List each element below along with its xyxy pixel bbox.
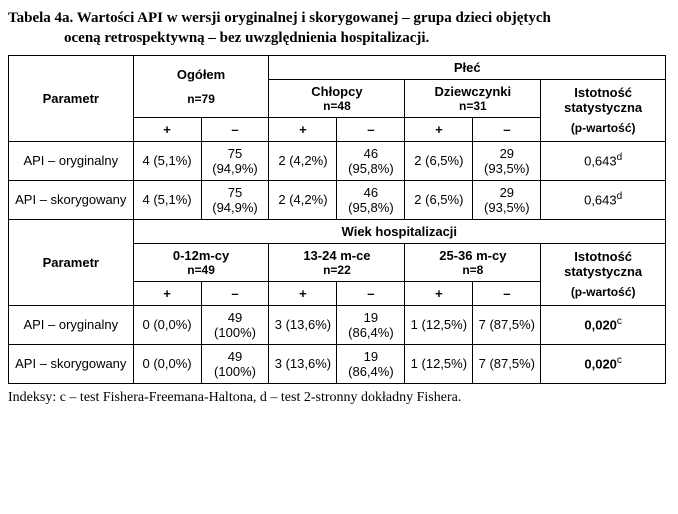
- cell: 46 (95,8%): [337, 141, 405, 180]
- p-sup: d: [617, 152, 623, 163]
- p-value: 0,020: [584, 357, 617, 372]
- cell: 4 (5,1%): [133, 180, 201, 219]
- row-label: API – oryginalny: [9, 141, 134, 180]
- header-dz-minus: –: [473, 117, 541, 141]
- header-w25-36: 25-36 m-cy n=8: [405, 243, 541, 281]
- cell: 4 (5,1%): [133, 141, 201, 180]
- table-footnote: Indeksy: c – test Fishera-Freemana-Halto…: [8, 390, 666, 406]
- header-ogolem-n: n=79: [138, 92, 265, 106]
- cell: 29 (93,5%): [473, 180, 541, 219]
- header-chlopcy-n: n=48: [273, 99, 400, 113]
- header-b-plus: +: [269, 281, 337, 305]
- cell: 75 (94,9%): [201, 180, 269, 219]
- cell: 2 (4,2%): [269, 141, 337, 180]
- p-value: 0,643: [584, 154, 617, 169]
- header-og-minus: –: [201, 117, 269, 141]
- caption-line-1: Tabela 4a. Wartości API w wersji orygina…: [8, 10, 551, 26]
- header-ch-plus: +: [269, 117, 337, 141]
- p-sup: c: [617, 355, 622, 366]
- row-label: API – oryginalny: [9, 305, 134, 344]
- header-og-plus: +: [133, 117, 201, 141]
- header-ogolem: Ogółem n=79: [133, 55, 269, 117]
- header-pwartosc-2: (p-wartość): [545, 285, 661, 299]
- header-c-plus: +: [405, 281, 473, 305]
- cell: 7 (87,5%): [473, 305, 541, 344]
- header-w13-24-label: 13-24 m-ce: [303, 248, 370, 263]
- cell: 3 (13,6%): [269, 344, 337, 383]
- cell: 0 (0,0%): [133, 305, 201, 344]
- header-w25-36-label: 25-36 m-cy: [439, 248, 506, 263]
- cell-pvalue: 0,643d: [541, 180, 666, 219]
- header-dz-plus: +: [405, 117, 473, 141]
- header-parametr-2: Parametr: [9, 219, 134, 305]
- cell: 46 (95,8%): [337, 180, 405, 219]
- header-a-minus: –: [201, 281, 269, 305]
- p-sup: d: [617, 191, 623, 202]
- header-w13-24-n: n=22: [273, 263, 400, 277]
- header-w0-12-n: n=49: [138, 263, 265, 277]
- cell: 1 (12,5%): [405, 305, 473, 344]
- header-istotnosc-label: Istotność statystyczna: [564, 85, 642, 115]
- header-w0-12: 0-12m-cy n=49: [133, 243, 269, 281]
- header-w0-12-label: 0-12m-cy: [173, 248, 229, 263]
- header-dziewczynki: Dziewczynki n=31: [405, 79, 541, 117]
- table-row: API – skorygowany 4 (5,1%) 75 (94,9%) 2 …: [9, 180, 666, 219]
- cell: 2 (4,2%): [269, 180, 337, 219]
- header-dziewczynki-n: n=31: [409, 99, 536, 113]
- row-label: API – skorygowany: [9, 344, 134, 383]
- cell: 2 (6,5%): [405, 141, 473, 180]
- header-b-minus: –: [337, 281, 405, 305]
- header-ogolem-label: Ogółem: [177, 67, 225, 82]
- header-row-1: Parametr Ogółem n=79 Płeć: [9, 55, 666, 79]
- cell-pvalue: 0,020c: [541, 344, 666, 383]
- header-chlopcy-label: Chłopcy: [311, 84, 362, 99]
- row-label: API – skorygowany: [9, 180, 134, 219]
- table-caption: Tabela 4a. Wartości API w wersji orygina…: [8, 8, 666, 49]
- header-w13-24: 13-24 m-ce n=22: [269, 243, 405, 281]
- table-row: API – oryginalny 0 (0,0%) 49 (100%) 3 (1…: [9, 305, 666, 344]
- header-parametr: Parametr: [9, 55, 134, 141]
- p-value: 0,020: [584, 318, 617, 333]
- caption-line-2: oceną retrospektywną – bez uwzględnienia…: [8, 28, 666, 48]
- table-row: API – oryginalny 4 (5,1%) 75 (94,9%) 2 (…: [9, 141, 666, 180]
- cell-pvalue: 0,643d: [541, 141, 666, 180]
- api-table: Parametr Ogółem n=79 Płeć Chłopcy n=48 D…: [8, 55, 666, 384]
- cell: 7 (87,5%): [473, 344, 541, 383]
- header-wiek: Wiek hospitalizacji: [133, 219, 665, 243]
- cell: 19 (86,4%): [337, 305, 405, 344]
- header-ch-minus: –: [337, 117, 405, 141]
- header-row-wiek-1: Parametr Wiek hospitalizacji: [9, 219, 666, 243]
- p-sup: c: [617, 316, 622, 327]
- p-value: 0,643: [584, 193, 617, 208]
- header-istotnosc-2: Istotność statystyczna (p-wartość): [541, 243, 666, 305]
- header-a-plus: +: [133, 281, 201, 305]
- cell: 75 (94,9%): [201, 141, 269, 180]
- cell: 1 (12,5%): [405, 344, 473, 383]
- header-dziewczynki-label: Dziewczynki: [435, 84, 512, 99]
- header-pwartosc: (p-wartość): [545, 121, 661, 135]
- page: Tabela 4a. Wartości API w wersji orygina…: [0, 0, 678, 416]
- cell: 2 (6,5%): [405, 180, 473, 219]
- header-c-minus: –: [473, 281, 541, 305]
- cell: 49 (100%): [201, 305, 269, 344]
- header-w25-36-n: n=8: [409, 263, 536, 277]
- cell: 3 (13,6%): [269, 305, 337, 344]
- header-istotnosc: Istotność statystyczna (p-wartość): [541, 79, 666, 141]
- header-plec: Płeć: [269, 55, 666, 79]
- cell-pvalue: 0,020c: [541, 305, 666, 344]
- cell: 49 (100%): [201, 344, 269, 383]
- table-row: API – skorygowany 0 (0,0%) 49 (100%) 3 (…: [9, 344, 666, 383]
- header-chlopcy: Chłopcy n=48: [269, 79, 405, 117]
- cell: 0 (0,0%): [133, 344, 201, 383]
- header-istotnosc-2-label: Istotność statystyczna: [564, 249, 642, 279]
- cell: 19 (86,4%): [337, 344, 405, 383]
- cell: 29 (93,5%): [473, 141, 541, 180]
